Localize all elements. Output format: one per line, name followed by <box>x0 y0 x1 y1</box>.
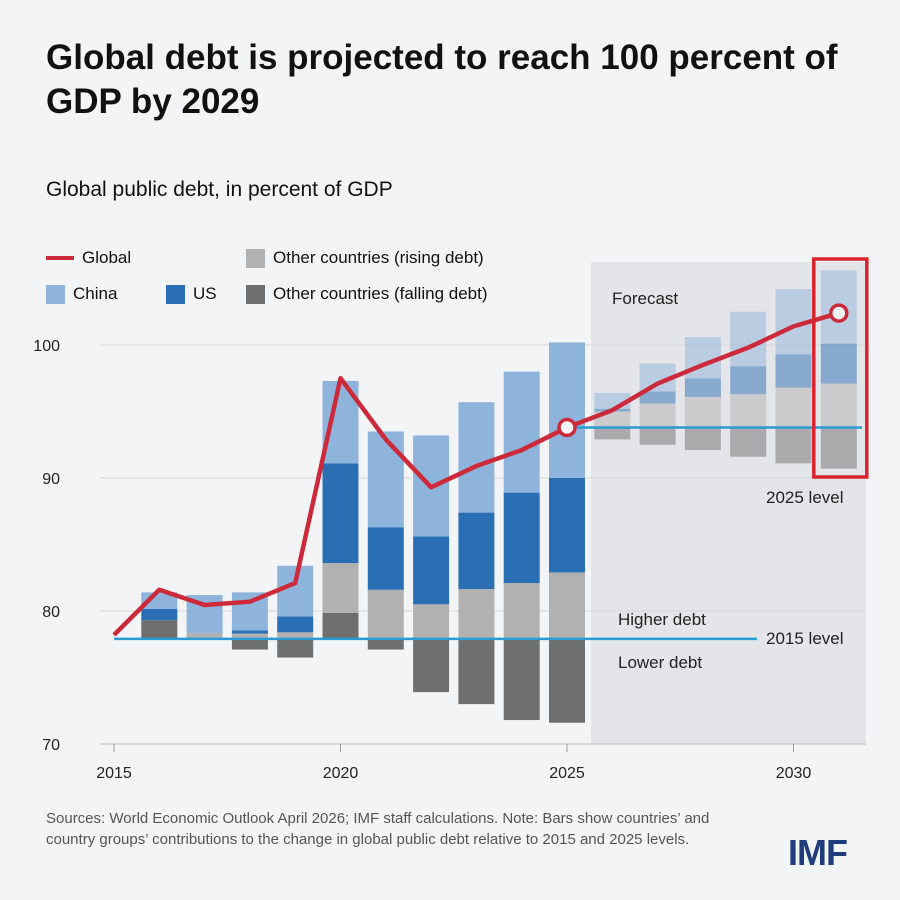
legend-swatch <box>46 284 65 304</box>
bar-segment-china-2025 <box>549 342 585 478</box>
chart-title: Global public debt, in percent of GDP <box>46 178 393 201</box>
chart: Forecast 70 80 90 100 2015 2020 2025 2030 2015 le… <box>33 257 869 782</box>
bar-segment-falling-2030 <box>775 427 812 464</box>
legend-label: Global <box>82 248 132 267</box>
x-tick-label: 2030 <box>776 765 812 782</box>
forecast-region <box>591 262 866 744</box>
legend-line-swatch <box>46 256 74 260</box>
legend-swatch <box>246 248 265 268</box>
bar-segment-falling-2029 <box>730 427 767 457</box>
y-tick-label: 70 <box>42 737 60 754</box>
bar-segment-rising-2020 <box>322 563 359 613</box>
bar-segment-falling-2019 <box>277 638 314 658</box>
legend-label: US <box>193 284 217 303</box>
y-tick-label: 90 <box>42 471 60 488</box>
legend-rising: Other countries (rising debt) <box>246 248 484 268</box>
bar-segment-us-2023 <box>458 512 495 590</box>
bar-segment-falling-2031 <box>820 427 857 469</box>
x-tick-label: 2025 <box>549 765 585 782</box>
legend-label: Other countries (rising debt) <box>273 248 484 267</box>
bar-segment-us-2019 <box>277 616 314 633</box>
bar-segment-us-2021 <box>367 527 404 590</box>
bar-segment-falling-2016 <box>141 620 178 639</box>
bar-segment-china-2024 <box>503 371 540 493</box>
bar-segment-rising-2019 <box>277 632 314 639</box>
bar-segment-us-2029 <box>730 366 767 395</box>
bar-segment-us-2028 <box>684 378 721 397</box>
bar-segment-rising-2024 <box>503 583 540 639</box>
forecast-label: Forecast <box>612 289 678 308</box>
bar-segment-rising-2031 <box>820 383 857 428</box>
bar-segment-falling-2021 <box>367 638 404 650</box>
marker-2025 <box>557 417 577 438</box>
bar-segment-rising-2022 <box>413 604 450 639</box>
bar-segment-us-2016 <box>141 609 178 621</box>
legend-china: China <box>46 284 117 304</box>
bar-segment-falling-2020 <box>322 612 359 639</box>
bar-segment-us-2020 <box>322 463 359 564</box>
bar-segment-rising-2025 <box>549 572 585 639</box>
legend-label: China <box>73 284 118 303</box>
page-title: Global debt is projected to reach 100 pe… <box>46 38 838 121</box>
imf-logo: IMF <box>788 832 848 873</box>
y-tick-label: 80 <box>42 604 60 621</box>
bar-segment-china-2021 <box>367 431 404 528</box>
bar-segment-us-2030 <box>775 354 812 388</box>
bar-segment-us-2024 <box>503 492 540 584</box>
bar-segment-rising-2018 <box>231 633 268 639</box>
bar-segment-falling-2023 <box>458 638 495 705</box>
bar-segment-rising-2029 <box>730 394 767 428</box>
bar-segment-rising-2028 <box>684 396 721 428</box>
legend-falling: Other countries (falling debt) <box>246 284 488 304</box>
highlight-box <box>812 257 869 479</box>
bar-segment-falling-2022 <box>413 638 450 693</box>
marker-2031 <box>829 303 849 323</box>
legend-us: US <box>166 284 217 304</box>
bar-segment-us-2018 <box>231 630 268 634</box>
bar-segment-falling-2024 <box>503 638 540 721</box>
bar-segment-falling-2028 <box>684 427 721 451</box>
sources-note: Sources: World Economic Outlook April 20… <box>46 810 710 848</box>
bar-segment-us-2031 <box>820 343 857 384</box>
label-lower-debt: Lower debt <box>618 653 702 672</box>
legend-label: Other countries (falling debt) <box>273 284 488 303</box>
bar-segment-us-2022 <box>413 536 450 605</box>
bar-segment-rising-2023 <box>458 589 495 639</box>
x-tick-label: 2015 <box>96 765 132 782</box>
legend-swatch <box>246 284 265 304</box>
bar-segment-rising-2030 <box>775 387 812 428</box>
label-2025-level: 2025 level <box>766 488 844 507</box>
bar-segment-us-2025 <box>549 478 585 573</box>
bar-segment-rising-2027 <box>639 403 676 428</box>
bar-segment-falling-2018 <box>231 638 268 650</box>
y-tick-label: 100 <box>33 338 60 355</box>
bar-segment-rising-2021 <box>367 589 404 639</box>
bar-segment-falling-2027 <box>639 427 676 445</box>
legend-swatch <box>166 284 185 304</box>
bar-segment-china-2029 <box>730 311 767 367</box>
bar-segment-falling-2026 <box>594 427 631 440</box>
label-2015-level: 2015 level <box>766 629 844 648</box>
bar-segment-falling-2025 <box>549 638 585 723</box>
legend-global: Global <box>46 248 131 268</box>
label-higher-debt: Higher debt <box>618 610 706 629</box>
bar-segment-rising-2017 <box>186 632 223 639</box>
bar-segment-us-2027 <box>639 391 676 404</box>
x-tick-label: 2020 <box>323 765 359 782</box>
bar-segment-china-2023 <box>458 402 495 513</box>
